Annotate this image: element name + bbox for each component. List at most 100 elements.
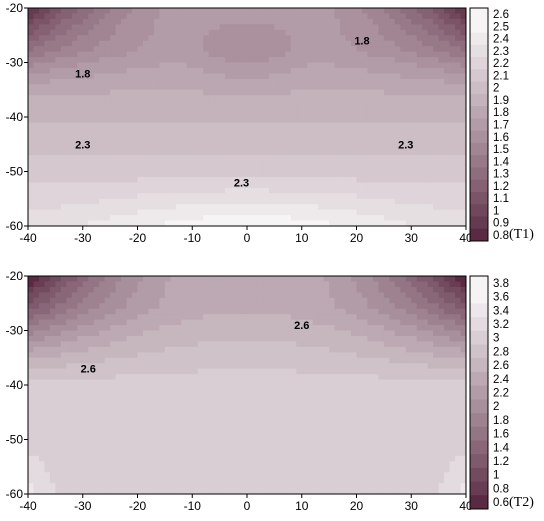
- contour-cell: [99, 182, 106, 189]
- contour-cell: [99, 488, 106, 494]
- contour-cell: [153, 106, 160, 113]
- contour-cell: [88, 51, 95, 58]
- contour-cell: [449, 127, 456, 134]
- contour-cell: [225, 155, 232, 162]
- contour-cell: [449, 209, 456, 216]
- contour-cell: [77, 319, 84, 326]
- contour-cell: [164, 100, 171, 107]
- contour-cell: [66, 483, 73, 490]
- contour-cell: [121, 385, 128, 392]
- contour-cell: [219, 155, 226, 162]
- contour-cell: [334, 149, 341, 156]
- contour-cell: [236, 149, 243, 156]
- contour-cell: [405, 111, 412, 118]
- contour-cell: [33, 335, 40, 342]
- contour-cell: [307, 62, 314, 69]
- contour-cell: [104, 352, 111, 359]
- contour-cell: [296, 187, 303, 194]
- contour-cell: [66, 417, 73, 424]
- contour-cell: [444, 127, 451, 134]
- contour-cell: [44, 100, 51, 107]
- contour-cell: [361, 84, 369, 91]
- contour-cell: [230, 204, 237, 211]
- contour-cell: [422, 13, 429, 20]
- contour-cell: [137, 95, 144, 102]
- contour-cell: [137, 319, 144, 326]
- contour-cell: [99, 390, 106, 397]
- contour-cell: [247, 390, 254, 397]
- contour-cell: [38, 62, 46, 69]
- contour-cell: [153, 182, 160, 189]
- contour-cell: [351, 67, 358, 74]
- contour-cell: [164, 439, 171, 446]
- contour-cell: [33, 423, 40, 430]
- contour-cell: [219, 215, 226, 222]
- contour-cell: [77, 122, 84, 129]
- contour-cell: [214, 390, 221, 397]
- contour-cell: [132, 444, 139, 451]
- contour-cell: [142, 395, 150, 402]
- contour-cell: [225, 357, 232, 364]
- contour-cell: [334, 209, 341, 216]
- contour-cell: [28, 341, 35, 348]
- contour-cell: [44, 144, 51, 151]
- contour-cell: [104, 182, 111, 189]
- contour-cell: [60, 95, 67, 102]
- contour-cell: [77, 73, 84, 80]
- contour-cell: [181, 303, 188, 310]
- contour-cell: [142, 341, 150, 348]
- contour-cell: [28, 198, 35, 205]
- contour-cell: [449, 193, 456, 200]
- contour-cell: [110, 127, 117, 134]
- contour-cell: [214, 319, 221, 326]
- contour-cell: [268, 176, 275, 183]
- contour-cell: [416, 18, 423, 25]
- contour-cell: [334, 127, 341, 134]
- contour-cell: [296, 160, 303, 167]
- contour-cell: [33, 176, 40, 183]
- contour-cell: [104, 428, 111, 435]
- contour-cell: [88, 176, 95, 183]
- contour-cell: [126, 374, 133, 381]
- contour-cell: [279, 78, 286, 85]
- contour-cell: [433, 187, 440, 194]
- contour-cell: [405, 187, 412, 194]
- contour-cell: [28, 303, 35, 310]
- contour-cell: [110, 401, 117, 408]
- contour-cell: [115, 395, 122, 402]
- contour-cell: [164, 18, 171, 25]
- contour-cell: [186, 477, 193, 484]
- contour-cell: [214, 182, 221, 189]
- contour-cell: [66, 292, 73, 299]
- contour-cell: [400, 127, 407, 134]
- contour-cell: [422, 204, 429, 211]
- contour-cell: [394, 29, 401, 36]
- contour-cell: [416, 95, 423, 102]
- contour-cell: [82, 51, 89, 58]
- contour-cell: [372, 155, 380, 162]
- contour-cell: [28, 24, 35, 31]
- contour-cell: [312, 35, 319, 42]
- contour-cell: [38, 122, 46, 129]
- contour-cell: [82, 335, 89, 342]
- contour-cell: [323, 40, 330, 47]
- contour-cell: [230, 319, 237, 326]
- contour-cell: [28, 182, 35, 189]
- contour-cell: [71, 111, 78, 118]
- contour-cell: [115, 127, 122, 134]
- contour-cell: [175, 62, 182, 69]
- contour-cell: [153, 24, 160, 31]
- contour-cell: [203, 390, 210, 397]
- contour-cell: [318, 187, 325, 194]
- contour-cell: [367, 95, 374, 102]
- contour-cell: [99, 215, 106, 222]
- contour-cell: [38, 193, 46, 200]
- contour-cell: [394, 24, 401, 31]
- contour-cell: [361, 176, 369, 183]
- contour-cell: [427, 89, 434, 96]
- contour-cell: [104, 89, 111, 96]
- contour-cell: [71, 417, 78, 424]
- contour-cell: [38, 385, 46, 392]
- contour-cell: [318, 73, 325, 80]
- contour-cell: [334, 117, 341, 124]
